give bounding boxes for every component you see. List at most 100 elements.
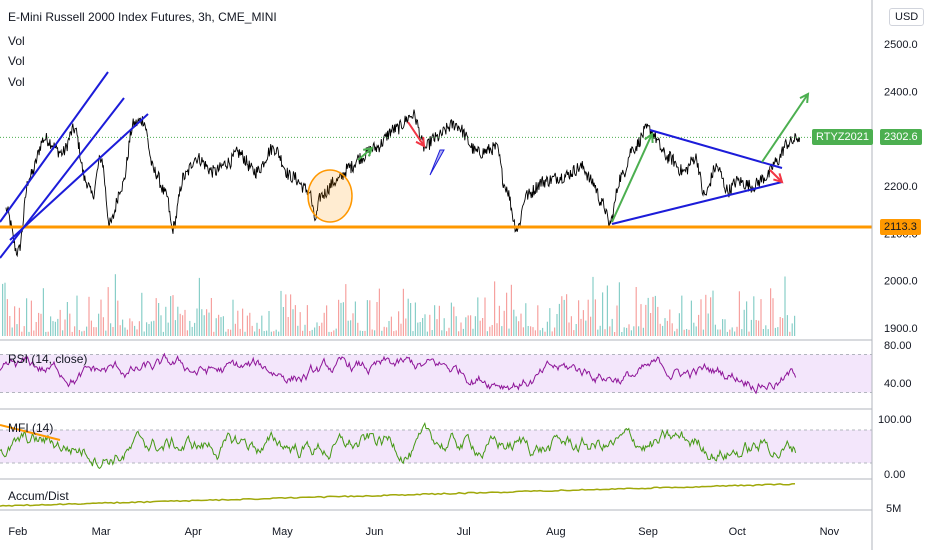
volume-bar [791,323,793,336]
volume-bar [213,331,215,336]
rsi-pane[interactable] [0,352,872,395]
rsi-tick-label: 80.00 [884,340,912,352]
volume-bar [4,282,6,336]
volume-bar [54,321,56,336]
volume-bar [736,326,738,336]
volume-bar [604,329,606,336]
volume-bar [561,296,563,336]
volume-bar [700,299,702,336]
volume-bar [750,319,752,336]
volume-bar [198,277,200,336]
volume-bar [674,331,676,336]
volume-bar [150,321,152,336]
volume-bar [486,331,488,336]
volume-bar [578,300,580,336]
volume-bar [270,331,272,336]
volume-bar [62,330,64,336]
volume-bar [354,301,356,336]
volume-bar [645,304,647,336]
volume-bar [726,331,728,336]
volume-bar [374,330,376,336]
volume-bar [290,294,292,336]
volume-bar [218,314,220,336]
volume-bar [335,328,337,336]
volume-bar [407,298,409,336]
volume-bar [306,305,308,336]
volume-bar [650,313,652,336]
volume-bar [124,327,126,336]
mfi-trendline[interactable] [0,424,61,441]
volume-bar [779,317,781,336]
breakout-up-arrow[interactable] [761,93,809,163]
volume-bar [558,303,560,336]
mfi-series[interactable] [0,422,797,470]
volume-bar [496,323,498,336]
volume-bar [489,326,491,336]
volume-bar [491,325,493,336]
volume-bar [95,327,97,336]
volume-bar [258,328,260,336]
volume-bar [112,327,114,336]
triangle-lower-line[interactable] [611,181,783,225]
volume-bar [537,305,539,336]
accum-dist-series[interactable] [0,482,796,507]
down-arrow[interactable] [407,121,425,147]
volume-bar [14,306,16,336]
volume-bar [563,299,565,336]
volume-bar [237,310,239,336]
small-up-arrow[interactable] [357,147,373,161]
currency-button[interactable]: USD [889,8,925,26]
volume-bar [580,318,582,336]
rsi-series[interactable] [0,352,797,395]
volume-bar [597,329,599,336]
time-tick-label: Jun [366,526,384,538]
volume-bar [285,294,287,336]
price-series[interactable] [5,109,801,258]
accum-dist-label: Accum/Dist [8,489,69,503]
price-pane[interactable] [0,71,872,336]
small-down-arrow[interactable] [769,169,783,183]
volume-bar [443,318,445,336]
volume-bar [525,303,527,336]
channel-line[interactable] [0,97,125,259]
volume-bar [657,306,659,336]
volume-bar [777,327,779,336]
vol-label-2: Vol [8,54,25,68]
volume-bar [390,316,392,336]
volume-bar [107,287,109,336]
volume-bar [321,322,323,336]
volume-bar [477,297,479,336]
volume-bar [741,329,743,336]
volume-bar [669,309,671,336]
volume-bar [527,326,529,336]
accum-dist-pane[interactable] [0,482,796,507]
volume-bar [251,325,253,336]
volume-bar [350,320,352,336]
volume-bar [412,331,414,336]
triangle-upper-line[interactable] [649,129,783,169]
volume-bar [393,331,395,336]
volume-bar [772,298,774,336]
volume-bar [246,315,248,336]
highlight-ellipse[interactable] [307,169,353,223]
volume-bar [693,322,695,336]
up-arrow[interactable] [611,133,653,223]
rsi-band [0,354,872,393]
flag-pattern[interactable] [429,149,445,176]
time-tick-label: Apr [185,526,202,538]
mfi-pane[interactable] [0,422,872,470]
channel-line[interactable] [0,71,109,223]
volume-bar [362,331,364,336]
volume-bar [309,331,311,336]
down-arrow-head [415,136,426,148]
volume-bar [220,317,222,336]
volume-bar [724,319,726,336]
channel-line[interactable] [9,113,149,241]
volume-bar [333,330,335,336]
volume-bar [191,326,193,336]
volume-bar [467,315,469,336]
volume-bar [422,318,424,336]
volume-bar [570,316,572,336]
